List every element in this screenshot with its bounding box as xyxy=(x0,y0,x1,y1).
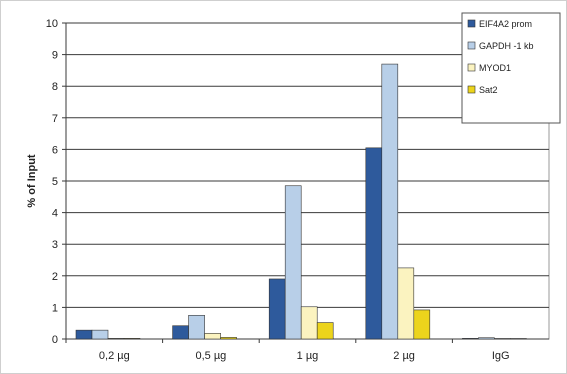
y-tick-label: 7 xyxy=(52,113,58,125)
legend-swatch xyxy=(467,19,476,28)
bar xyxy=(107,338,125,340)
legend-swatch xyxy=(467,63,476,72)
legend xyxy=(461,12,561,124)
legend-swatch xyxy=(467,85,476,94)
y-tick-label: 1 xyxy=(52,302,58,314)
bar xyxy=(397,267,415,340)
bar xyxy=(510,338,527,340)
bar xyxy=(300,306,318,340)
legend-label: Sat2 xyxy=(479,85,498,95)
y-tick-label: 6 xyxy=(52,144,58,156)
x-tick-label: 0,2 µg xyxy=(99,350,130,362)
x-tick-label: 1 µg xyxy=(297,350,319,362)
y-tick-label: 2 xyxy=(52,271,58,283)
x-tick-label: IgG xyxy=(492,350,510,362)
legend-swatch xyxy=(467,41,476,50)
bar xyxy=(381,63,399,340)
bar xyxy=(268,278,286,340)
y-axis-label: % of Input xyxy=(26,154,38,207)
y-tick-label: 5 xyxy=(52,176,58,188)
bar xyxy=(413,309,431,340)
bar xyxy=(123,338,141,340)
y-tick-label: 4 xyxy=(52,208,58,220)
bar xyxy=(316,322,334,340)
y-tick-label: 8 xyxy=(52,81,58,93)
bar xyxy=(91,329,109,340)
legend-label: GAPDH -1 kb xyxy=(479,41,534,51)
bar xyxy=(284,185,302,340)
bar xyxy=(478,337,495,340)
y-tick-label: 9 xyxy=(52,50,58,62)
bar xyxy=(220,337,237,340)
bar xyxy=(75,329,93,340)
bar xyxy=(204,333,221,340)
bar xyxy=(462,338,479,340)
y-tick-label: 0 xyxy=(52,334,58,346)
bar xyxy=(494,338,511,340)
y-tick-label: 3 xyxy=(52,239,58,251)
legend-label: EIF4A2 prom xyxy=(479,19,532,29)
bar xyxy=(172,325,189,340)
x-tick-label: 0,5 µg xyxy=(195,350,226,362)
y-tick-label: 10 xyxy=(46,18,58,30)
legend-label: MYOD1 xyxy=(479,63,511,73)
bar xyxy=(188,314,205,340)
x-tick-label: 2 µg xyxy=(393,350,415,362)
bar xyxy=(365,147,383,340)
